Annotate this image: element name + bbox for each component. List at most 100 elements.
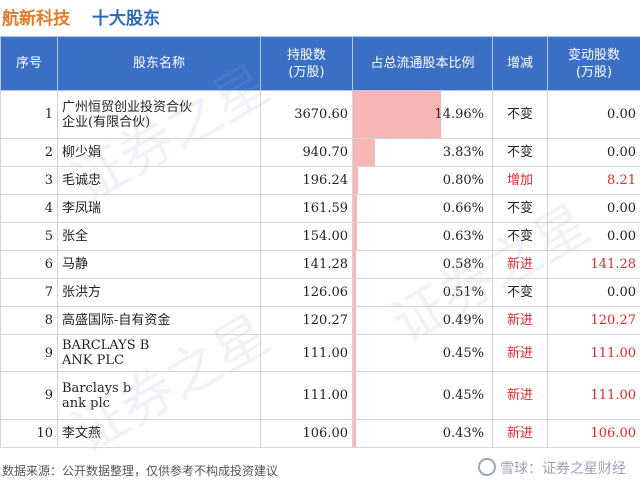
col-shares-header: 持股数 (万股) <box>260 36 353 91</box>
ratio-cell: 14.96% <box>352 90 493 139</box>
rank-cell: 9 <box>0 334 58 372</box>
shareholders-table: 序号 股东名称 持股数 (万股) 占总流通股本比例 增减 变动股数 (万股) 1 广州恒贸创业投… <box>0 36 640 448</box>
ratio-cell: 0.51% <box>352 278 493 307</box>
shares-cell: 120.27 <box>260 306 353 335</box>
holder-name-cell: Barclays b ank plc <box>57 371 261 420</box>
table-row: 9 BARCLAYS B ANK PLC 111.00 0.45% 新进 111.00 <box>0 334 640 372</box>
table-row: 8 高盛国际-自有资金 120.27 0.49% 新进 120.27 <box>0 306 640 335</box>
shares-cell: 106.00 <box>260 419 353 448</box>
change-status-cell: 不变 <box>492 90 548 139</box>
shares-cell: 111.00 <box>260 371 353 420</box>
ratio-cell: 0.45% <box>352 371 493 420</box>
shares-cell: 940.70 <box>260 138 353 167</box>
change-shares-cell: 141.28 <box>547 250 640 279</box>
ratio-cell: 0.43% <box>352 419 493 448</box>
brand-logo: 雪球：证券之星财经 <box>478 458 626 478</box>
ratio-cell: 0.63% <box>352 222 493 251</box>
data-source-note: 数据来源：公开数据整理，仅供参考不构成投资建议 <box>2 464 279 478</box>
table-header-row: 序号 股东名称 持股数 (万股) 占总流通股本比例 增减 变动股数 (万股) <box>0 36 640 91</box>
rank-cell: 6 <box>0 250 58 279</box>
change-status-cell: 新进 <box>492 250 548 279</box>
col-change-header: 增减 <box>492 36 548 91</box>
shares-cell: 154.00 <box>260 222 353 251</box>
change-shares-cell: 0.00 <box>547 194 640 223</box>
table-body: 1 广州恒贸创业投资合伙 企业(有限合伙) 3670.60 14.96% 不变 0.00 2 柳… <box>0 90 640 448</box>
table-row: 5 张全 154.00 0.63% 不变 0.00 <box>0 222 640 251</box>
change-status-cell: 新进 <box>492 371 548 420</box>
rank-cell: 3 <box>0 166 58 195</box>
change-shares-cell: 106.00 <box>547 419 640 448</box>
table-row: 3 毛诚忠 196.24 0.80% 增加 8.21 <box>0 166 640 195</box>
ratio-value: 0.58% <box>442 257 484 272</box>
ratio-bar <box>353 167 358 194</box>
change-shares-cell: 111.00 <box>547 371 640 420</box>
holder-name-cell: 柳少娟 <box>57 138 261 167</box>
change-status-cell: 不变 <box>492 138 548 167</box>
ratio-value: 0.63% <box>442 229 484 244</box>
company-name: 航新科技 <box>2 9 70 29</box>
change-status-cell: 新进 <box>492 419 548 448</box>
ratio-value: 3.83% <box>442 145 484 160</box>
table-row: 9 Barclays b ank plc 111.00 0.45% 新进 111.00 <box>0 371 640 420</box>
report-title: 十大股东 <box>92 9 160 29</box>
ratio-cell: 0.80% <box>352 166 493 195</box>
ratio-cell: 0.49% <box>352 306 493 335</box>
rank-cell: 9 <box>0 371 58 420</box>
holder-name-cell: BARCLAYS B ANK PLC <box>57 334 261 372</box>
change-shares-cell: 0.00 <box>547 278 640 307</box>
snowball-icon <box>478 458 496 476</box>
shares-cell: 126.06 <box>260 278 353 307</box>
ratio-value: 0.49% <box>442 313 484 328</box>
ratio-value: 0.45% <box>442 388 484 403</box>
change-status-cell: 不变 <box>492 278 548 307</box>
holder-name-cell: 毛诚忠 <box>57 166 261 195</box>
holder-name-cell: 张全 <box>57 222 261 251</box>
table-row: 7 张洪方 126.06 0.51% 不变 0.00 <box>0 278 640 307</box>
ratio-bar <box>353 372 356 419</box>
change-shares-cell: 0.00 <box>547 90 640 139</box>
shares-cell: 161.59 <box>260 194 353 223</box>
ratio-value: 14.96% <box>434 107 484 122</box>
ratio-cell: 0.45% <box>352 334 493 372</box>
shares-cell: 3670.60 <box>260 90 353 139</box>
title-bar: 航新科技 十大股东 <box>0 0 640 34</box>
rank-cell: 7 <box>0 278 58 307</box>
holder-name-cell: 张洪方 <box>57 278 261 307</box>
ratio-bar <box>353 335 356 371</box>
ratio-value: 0.66% <box>442 201 484 216</box>
change-shares-cell: 0.00 <box>547 138 640 167</box>
ratio-cell: 0.58% <box>352 250 493 279</box>
ratio-bar <box>353 307 356 334</box>
brand-text: 雪球：证券之星财经 <box>500 461 626 477</box>
ratio-bar <box>353 420 356 447</box>
col-change-shares-header: 变动股数 (万股) <box>547 36 640 91</box>
col-holder-name-header: 股东名称 <box>57 36 261 91</box>
change-status-cell: 新进 <box>492 306 548 335</box>
col-ratio-header: 占总流通股本比例 <box>352 36 493 91</box>
rank-cell: 2 <box>0 138 58 167</box>
rank-cell: 10 <box>0 419 58 448</box>
change-status-cell: 新进 <box>492 334 548 372</box>
rank-cell: 1 <box>0 90 58 139</box>
holder-name-cell: 李凤瑞 <box>57 194 261 223</box>
ratio-bar <box>353 195 357 222</box>
ratio-value: 0.43% <box>442 426 484 441</box>
change-shares-cell: 0.00 <box>547 222 640 251</box>
shares-cell: 141.28 <box>260 250 353 279</box>
shares-cell: 196.24 <box>260 166 353 195</box>
ratio-value: 0.45% <box>442 345 484 361</box>
change-status-cell: 不变 <box>492 222 548 251</box>
ratio-bar <box>353 251 357 278</box>
ratio-bar <box>353 223 357 250</box>
change-shares-cell: 8.21 <box>547 166 640 195</box>
table-row: 2 柳少娟 940.70 3.83% 不变 0.00 <box>0 138 640 167</box>
table-row: 4 李凤瑞 161.59 0.66% 不变 0.00 <box>0 194 640 223</box>
ratio-bar <box>353 91 441 138</box>
table-row: 10 李文燕 106.00 0.43% 新进 106.00 <box>0 419 640 448</box>
table-row: 1 广州恒贸创业投资合伙 企业(有限合伙) 3670.60 14.96% 不变 0.00 <box>0 90 640 139</box>
col-rank-header: 序号 <box>0 36 58 91</box>
change-shares-cell: 120.27 <box>547 306 640 335</box>
rank-cell: 8 <box>0 306 58 335</box>
rank-cell: 5 <box>0 222 58 251</box>
table-row: 6 马静 141.28 0.58% 新进 141.28 <box>0 250 640 279</box>
